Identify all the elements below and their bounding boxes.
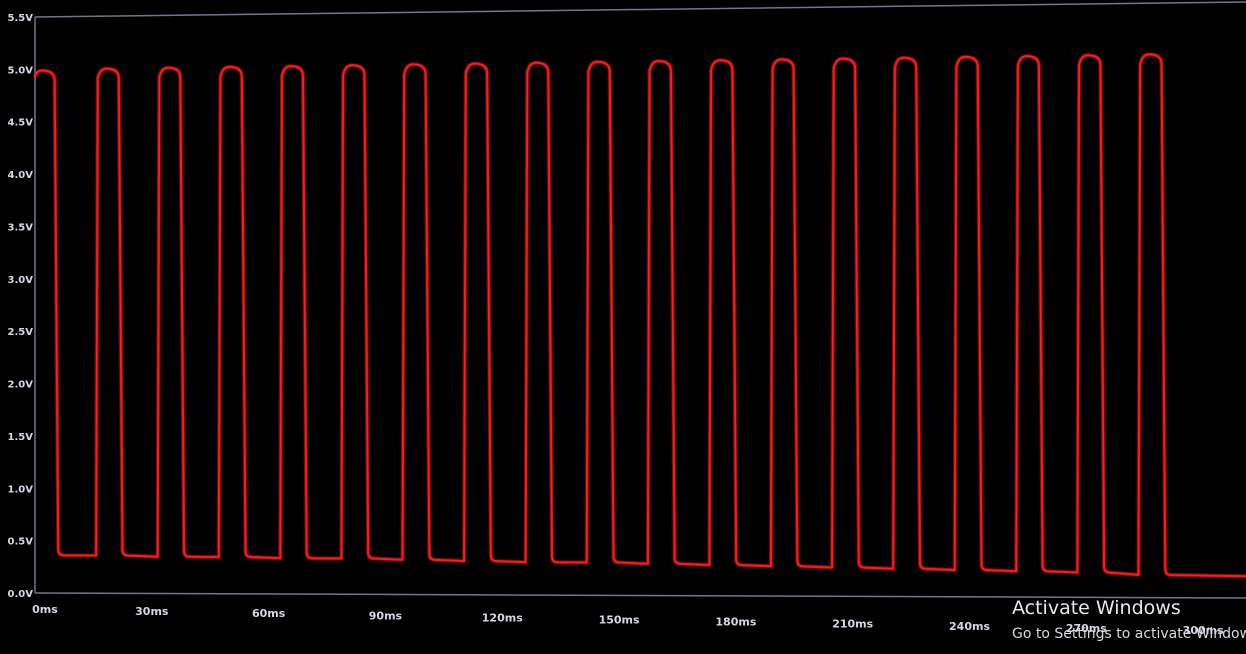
y-tick-label: 4.5V <box>8 118 34 129</box>
y-tick-label: 5.0V <box>8 65 34 76</box>
y-tick-label: 1.0V <box>8 484 34 495</box>
y-tick-label: 0.0V <box>8 589 34 600</box>
y-tick-label: 2.5V <box>8 327 34 338</box>
x-tick-label: 270ms <box>1066 622 1107 635</box>
y-tick-label: 1.5V <box>8 432 34 443</box>
x-tick-label: 150ms <box>599 614 640 627</box>
waveform-glow <box>33 52 1246 579</box>
x-axis-line <box>34 592 1246 599</box>
y-tick-label: 0.5V <box>8 537 34 548</box>
y-tick-label: 5.5V <box>8 13 34 24</box>
watermark-title: Activate Windows <box>1012 597 1181 619</box>
series-layer <box>33 52 1246 579</box>
x-tick-label: 0ms <box>32 603 58 616</box>
x-tick-label: 180ms <box>715 616 756 629</box>
x-tick-label: 30ms <box>135 605 169 618</box>
activation-watermark: Activate Windows Go to Settings to activ… <box>1012 597 1246 642</box>
y-axis-ticks: 0.0V 0.5V 1.0V 1.5V 2.0V 2.5V 3.0V 3.5V 4.0V 4.5V… <box>8 13 34 600</box>
watermark-subtitle: Go to Settings to activate Windows. <box>1012 626 1246 642</box>
x-tick-label: 210ms <box>832 618 873 631</box>
x-tick-label: 60ms <box>252 607 286 620</box>
x-axis-ticks: 0ms 30ms 60ms 90ms 120ms 150ms 180ms 210ms 240ms… <box>32 603 1224 637</box>
y-tick-label: 4.0V <box>8 170 34 181</box>
waveform-series-line <box>34 53 1246 578</box>
x-tick-label: 90ms <box>369 609 403 622</box>
plot-frame <box>34 1 1246 599</box>
y-tick-label: 3.5V <box>8 222 34 233</box>
x-tick-label: 300ms <box>1183 624 1224 637</box>
x-tick-label: 120ms <box>482 611 523 624</box>
plot-frame-top <box>34 1 1246 18</box>
x-tick-label: 240ms <box>949 620 990 633</box>
y-tick-label: 3.0V <box>8 275 34 286</box>
y-tick-label: 2.0V <box>8 380 34 391</box>
